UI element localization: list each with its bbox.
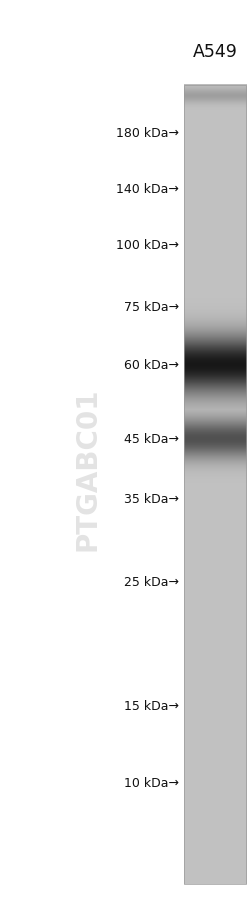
Text: 15 kDa→: 15 kDa→ (124, 699, 179, 712)
Text: 60 kDa→: 60 kDa→ (124, 359, 179, 372)
Text: A549: A549 (192, 43, 238, 61)
Text: 45 kDa→: 45 kDa→ (124, 433, 179, 446)
Text: PTGABC01: PTGABC01 (74, 387, 102, 551)
Text: 140 kDa→: 140 kDa→ (116, 183, 179, 196)
Text: 180 kDa→: 180 kDa→ (116, 127, 179, 140)
Text: 35 kDa→: 35 kDa→ (124, 492, 179, 505)
Bar (184, 86, 246, 884)
Text: 75 kDa→: 75 kDa→ (124, 300, 179, 313)
Text: 10 kDa→: 10 kDa→ (124, 777, 179, 789)
Text: 25 kDa→: 25 kDa→ (124, 575, 179, 588)
Text: 100 kDa→: 100 kDa→ (116, 239, 179, 252)
